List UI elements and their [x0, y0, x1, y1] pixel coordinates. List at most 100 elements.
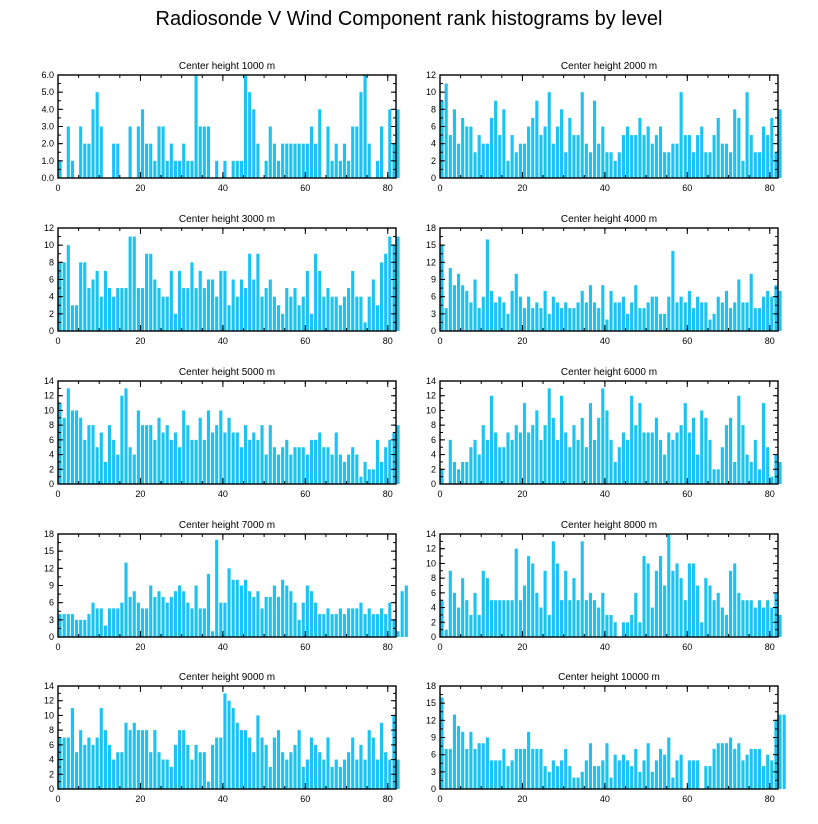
bar — [465, 600, 469, 637]
bar — [502, 109, 506, 178]
x-tick-label: 80 — [383, 183, 393, 193]
bar — [469, 731, 473, 789]
bar — [342, 614, 347, 637]
bar — [161, 432, 165, 484]
bar — [83, 619, 87, 637]
bar — [107, 425, 112, 484]
bar — [782, 714, 786, 789]
bar — [157, 288, 161, 331]
bar — [481, 143, 485, 178]
bar — [498, 135, 502, 178]
bar — [613, 302, 617, 331]
bar — [281, 143, 285, 178]
x-tick-label: 80 — [383, 794, 393, 804]
bar — [539, 748, 543, 789]
bar — [741, 160, 745, 178]
bar — [663, 152, 667, 178]
bar — [285, 288, 289, 331]
bar — [531, 748, 535, 789]
bar — [194, 744, 198, 789]
bar — [58, 403, 62, 484]
bar — [194, 439, 198, 484]
y-tick-label: 10 — [44, 405, 54, 415]
bar — [494, 100, 498, 178]
bar — [498, 296, 502, 331]
y-tick-label: 0 — [49, 632, 54, 642]
bar — [305, 759, 309, 789]
bar — [712, 748, 716, 789]
bar — [198, 126, 202, 178]
bar — [268, 766, 272, 789]
bar — [223, 160, 227, 178]
bar — [461, 461, 465, 484]
bar — [219, 270, 223, 331]
bar — [753, 439, 757, 484]
bar — [658, 748, 663, 789]
bar — [770, 476, 774, 484]
bar — [186, 160, 190, 178]
x-tick-label: 60 — [682, 642, 692, 652]
bar — [285, 143, 289, 178]
bar — [186, 602, 190, 637]
bar — [190, 160, 194, 178]
bar — [506, 766, 510, 789]
x-tick-label: 20 — [135, 489, 145, 499]
bar — [342, 759, 347, 789]
bar — [473, 279, 477, 331]
bar — [186, 425, 190, 484]
bar — [762, 766, 766, 789]
bar — [252, 109, 256, 178]
bar — [535, 748, 539, 789]
bar — [359, 92, 363, 178]
bar — [625, 760, 630, 789]
bar — [625, 313, 630, 331]
bar — [173, 432, 178, 484]
chart-panel: Center height 3000 m 0 2 4 6 8 10 12 0 20 40 60 80 — [44, 214, 400, 346]
bar — [231, 579, 235, 637]
bar — [757, 600, 762, 637]
bar — [235, 722, 239, 789]
bar — [700, 410, 704, 484]
bar — [289, 752, 293, 789]
bar — [239, 585, 243, 637]
bar — [351, 447, 355, 484]
bar — [683, 403, 687, 484]
bar — [634, 285, 638, 331]
bar — [289, 143, 293, 178]
bar — [178, 160, 182, 178]
x-tick-label: 20 — [135, 336, 145, 346]
bar — [531, 308, 535, 331]
bar — [514, 273, 518, 331]
bar — [737, 743, 741, 789]
bar — [650, 432, 654, 484]
bar — [297, 730, 301, 789]
bar — [448, 570, 452, 637]
bar — [489, 760, 494, 789]
bar — [281, 752, 285, 789]
bar — [621, 622, 625, 637]
bar — [741, 425, 745, 484]
bar — [404, 585, 408, 637]
bar — [388, 759, 392, 789]
bar — [737, 279, 741, 331]
bar — [182, 410, 186, 484]
bar — [326, 608, 330, 637]
bar — [272, 447, 276, 484]
bar — [79, 262, 83, 331]
x-tick-label: 80 — [383, 336, 393, 346]
bar — [190, 608, 194, 637]
bar — [580, 541, 584, 637]
bar — [568, 117, 572, 178]
bar — [314, 602, 318, 637]
bar — [753, 748, 757, 789]
y-tick-label: 8 — [431, 104, 436, 114]
bar — [461, 578, 465, 637]
bar — [720, 447, 724, 484]
bar — [527, 731, 531, 789]
bar — [157, 126, 161, 178]
bar — [630, 766, 634, 789]
bar — [766, 447, 770, 484]
y-tick-label: 18 — [44, 529, 54, 539]
bar — [667, 737, 671, 789]
bar — [675, 563, 679, 637]
